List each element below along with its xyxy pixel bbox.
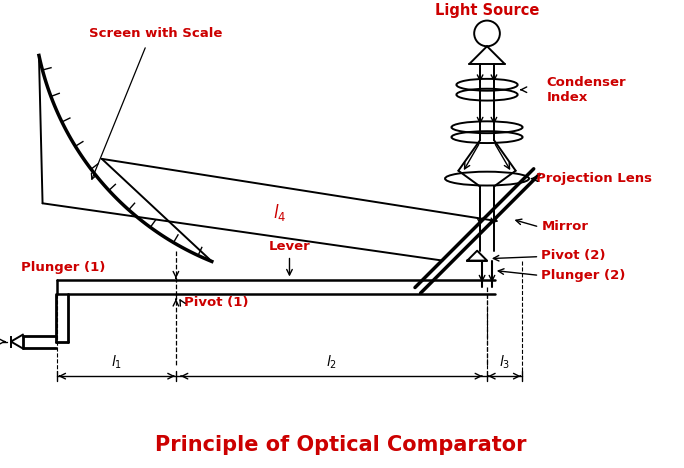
Text: Mirror: Mirror [541,219,588,233]
Text: $l_4$: $l_4$ [273,202,287,223]
Text: Lever: Lever [269,240,311,253]
Text: Screen with Scale: Screen with Scale [90,27,223,40]
Text: Plunger (2): Plunger (2) [541,269,626,282]
Text: Condenser
Index: Condenser Index [547,76,626,104]
Text: $l_2$: $l_2$ [326,353,337,371]
Text: $l_1$: $l_1$ [111,353,122,371]
Text: Projection Lens: Projection Lens [536,172,653,185]
Text: Pivot (2): Pivot (2) [541,249,606,262]
Text: Light Source: Light Source [435,3,539,18]
Text: Principle of Optical Comparator: Principle of Optical Comparator [155,435,527,455]
Text: Pivot (1): Pivot (1) [184,296,248,308]
Text: $l_3$: $l_3$ [499,353,510,371]
Text: Plunger (1): Plunger (1) [21,261,105,274]
